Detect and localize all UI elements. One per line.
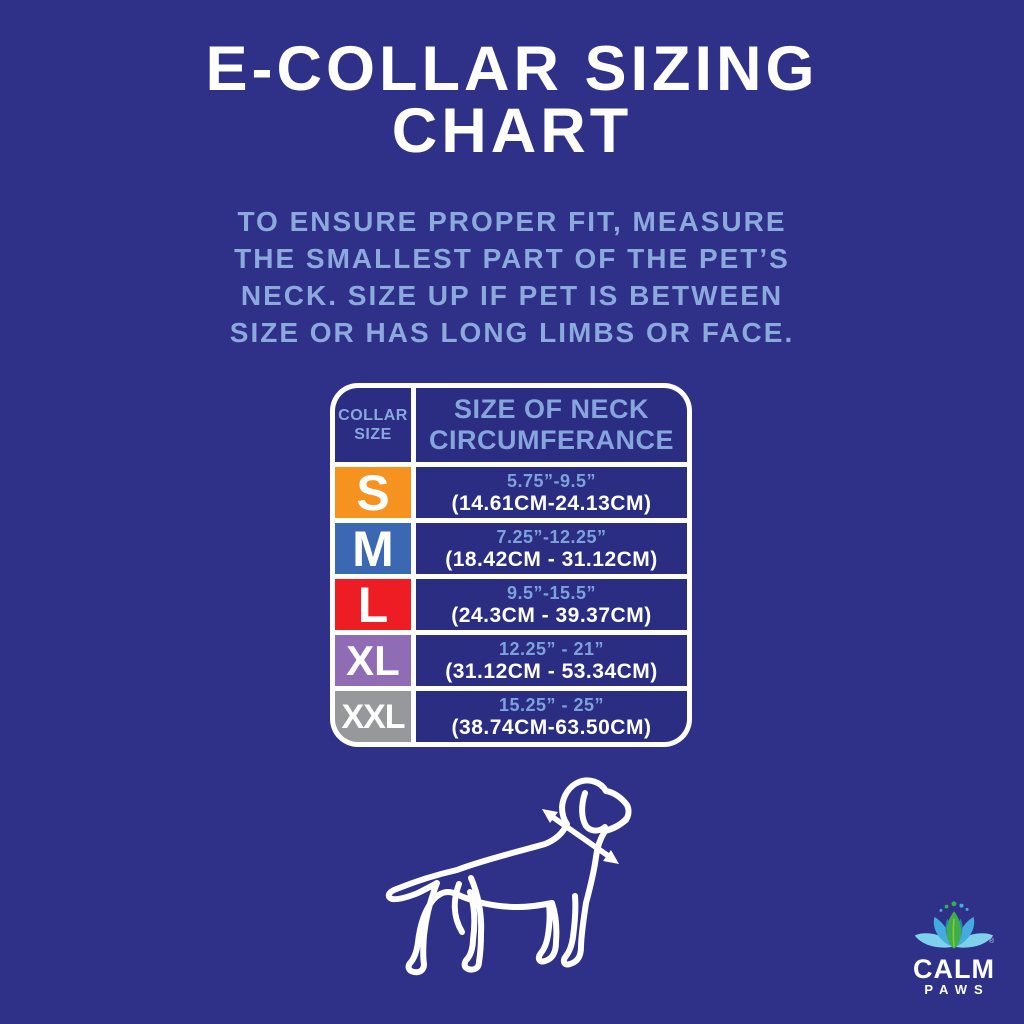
page-title-line1: E-COLLAR SIZING (205, 34, 819, 104)
cm-range-xl: (31.12CM - 53.34CM) (445, 659, 658, 683)
inches-range-l: 9.5”-15.5” (506, 582, 597, 603)
inches-range-xxl: 15.25” - 25” (498, 694, 605, 715)
size-letter-l: L (357, 579, 389, 630)
header-collar-line2: SIZE (354, 426, 392, 443)
value-cell-s: 5.75”-9.5” (14.61CM-24.13CM) (416, 467, 687, 518)
cm-range-xxl: (38.74CM-63.50CM) (451, 715, 652, 739)
page-title: E-COLLAR SIZING CHART (0, 34, 1024, 166)
size-letter-xl: XL (346, 636, 400, 684)
cm-range-s: (14.61CM-24.13CM) (451, 491, 652, 515)
header-neck-line2: CIRCUMFERANCE (429, 425, 674, 455)
size-cell-l: L (335, 579, 411, 630)
measure-arrow-shaft (551, 815, 610, 858)
measure-arrow-heads (542, 809, 619, 864)
size-cell-xl: XL (335, 635, 411, 686)
lotus-icon (914, 901, 994, 949)
size-cell-s: S (335, 467, 411, 518)
size-letter-xxl: XXL (341, 697, 405, 736)
size-cell-m: M (335, 523, 411, 574)
brand-name-paws: PAWS (924, 982, 990, 997)
size-letter-m: M (352, 523, 394, 574)
value-cell-xl: 12.25” - 21” (31.12CM - 53.34CM) (416, 635, 687, 686)
brand-name-calm: CALM (913, 954, 995, 984)
size-cell-xxl: XXL (335, 691, 411, 742)
header-collar-size: COLLAR SIZE (335, 388, 411, 462)
intro-line4: SIZE OR HAS LONG LIMBS OR FACE. (229, 317, 795, 348)
cm-range-m: (18.42CM - 31.12CM) (445, 547, 658, 571)
registered-mark: ® (988, 938, 994, 945)
brand-logo: ® CALM PAWS (906, 900, 1002, 997)
sizing-table: COLLAR SIZE SIZE OF NECK CIRCUMFERANCE S… (330, 383, 692, 747)
header-neck-circumference: SIZE OF NECK CIRCUMFERANCE (416, 388, 687, 462)
cm-range-l: (24.3CM - 39.37CM) (451, 603, 652, 627)
dog-outline-icon (385, 777, 632, 976)
intro-line2: THE SMALLEST PART OF THE PET’S (234, 243, 790, 274)
page-title-line2: CHART (391, 96, 633, 166)
value-cell-l: 9.5”-15.5” (24.3CM - 39.37CM) (416, 579, 687, 630)
size-letter-s: S (356, 467, 390, 518)
inches-range-xl: 12.25” - 21” (498, 638, 605, 659)
value-cell-m: 7.25”-12.25” (18.42CM - 31.12CM) (416, 523, 687, 574)
inches-range-m: 7.25”-12.25” (496, 526, 607, 547)
value-cell-xxl: 15.25” - 25” (38.74CM-63.50CM) (416, 691, 687, 742)
intro-text: TO ENSURE PROPER FIT, MEASURE THE SMALLE… (0, 203, 1024, 351)
intro-line3: NECK. SIZE UP IF PET IS BETWEEN (240, 280, 784, 311)
inches-range-s: 5.75”-9.5” (506, 470, 597, 491)
dog-neck-measure-illustration (378, 776, 663, 1014)
intro-line1: TO ENSURE PROPER FIT, MEASURE (237, 206, 787, 237)
header-collar-line1: COLLAR (338, 407, 408, 424)
header-neck-line1: SIZE OF NECK (453, 394, 649, 424)
